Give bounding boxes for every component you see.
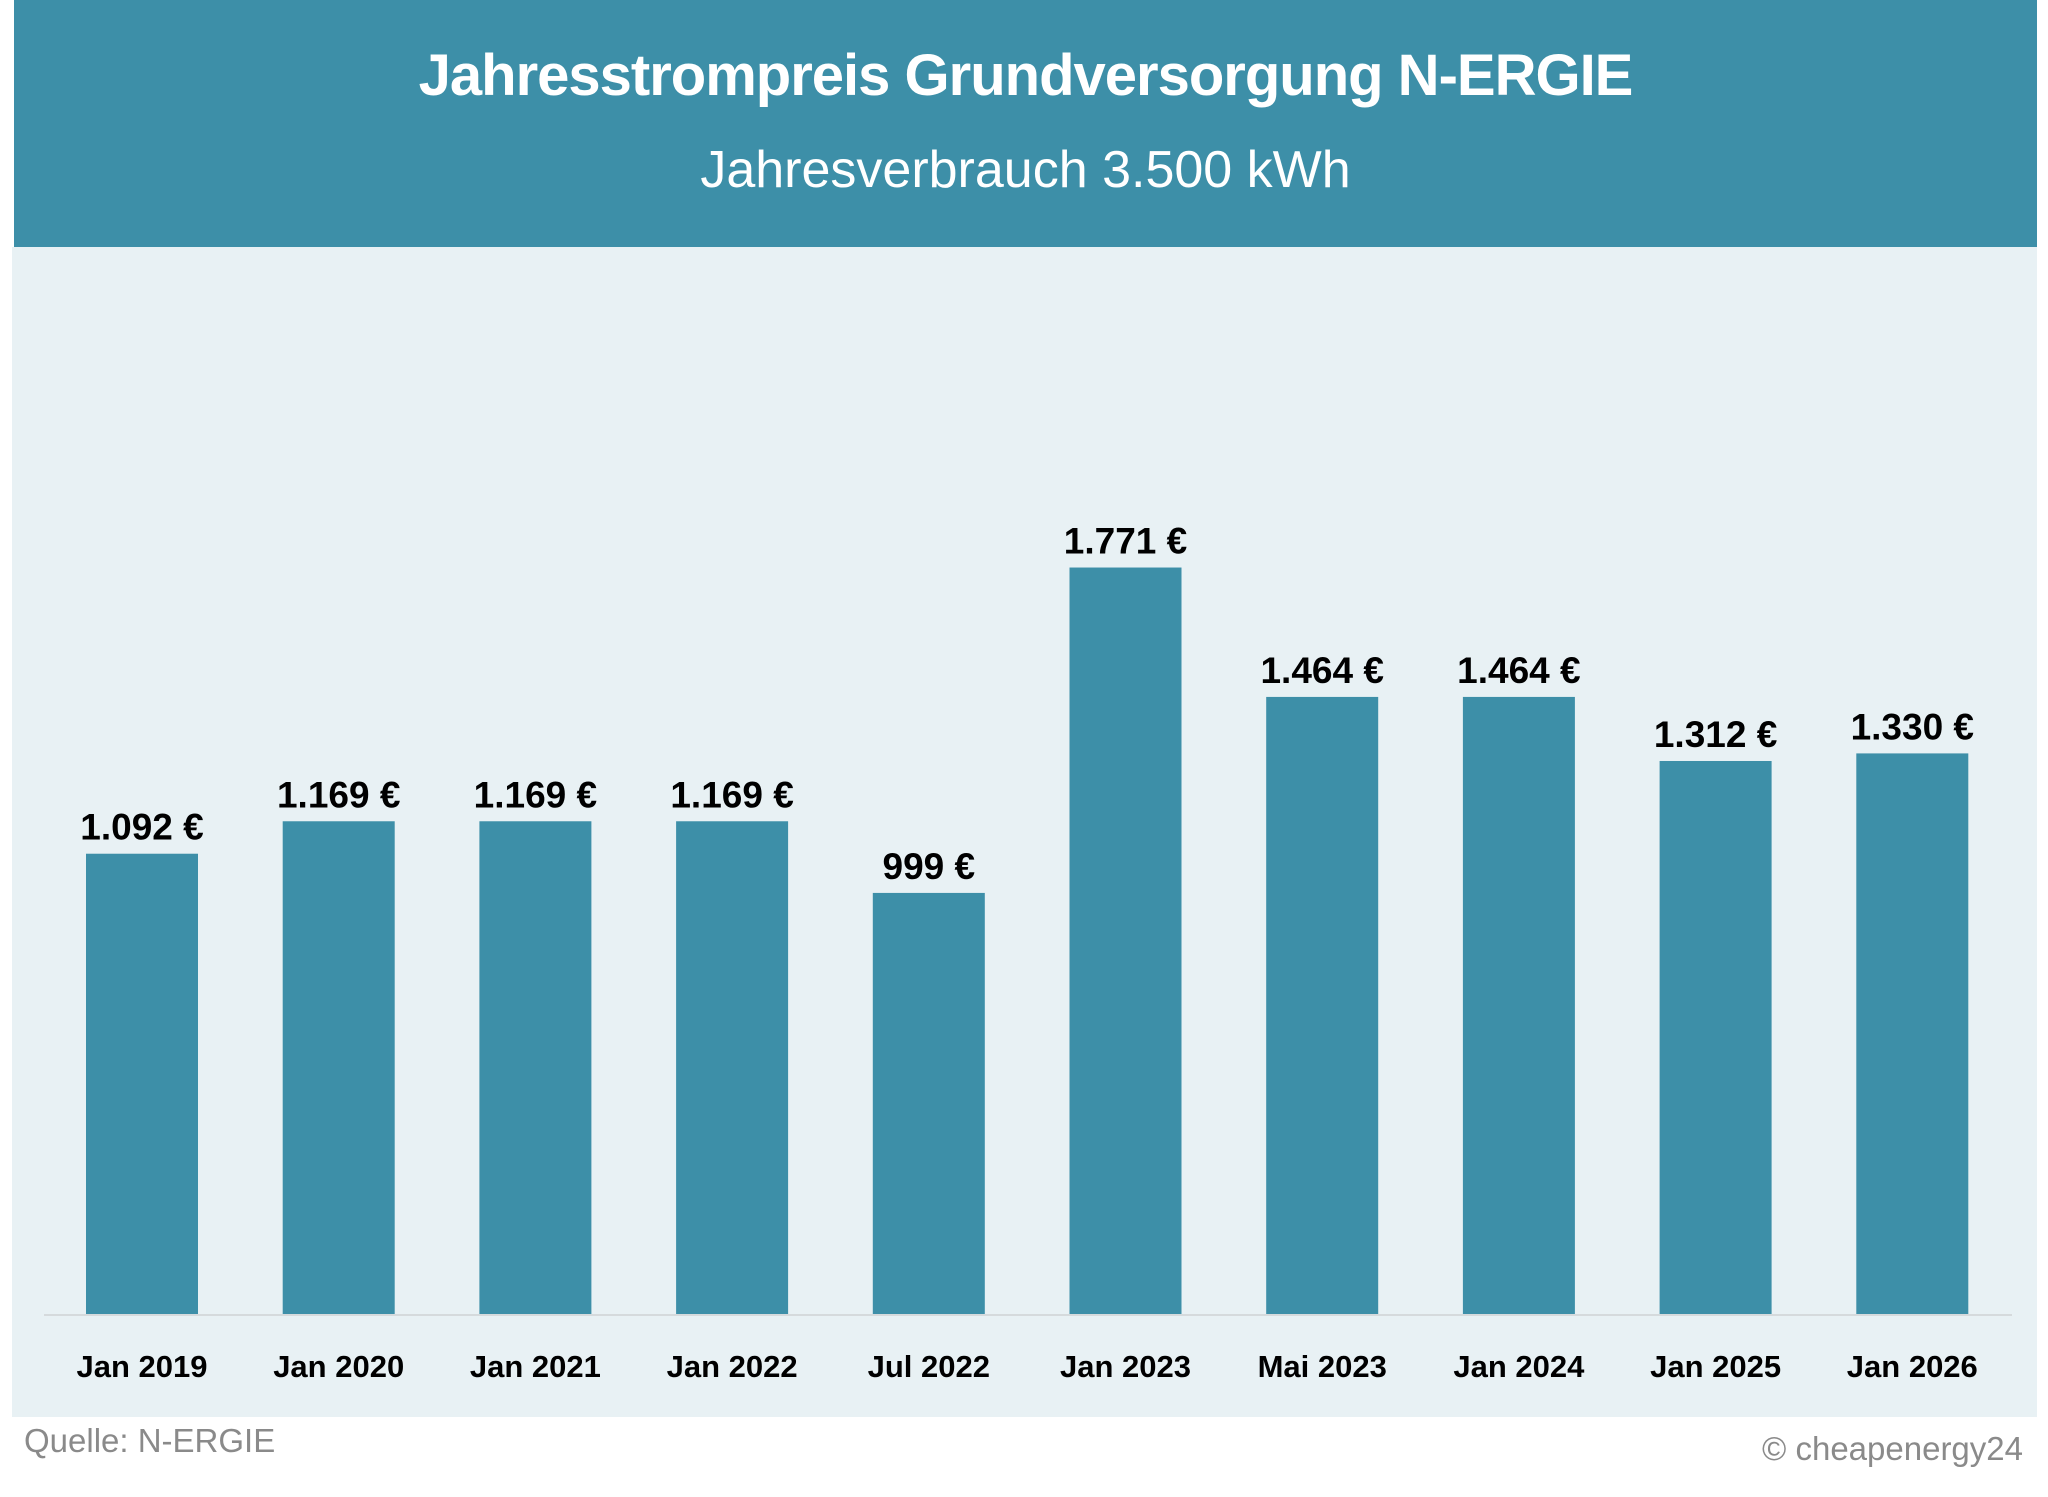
- chart-title: Jahresstrompreis Grundversorgung N-ERGIE: [418, 43, 1634, 108]
- x-tick-label: Jan 2019: [77, 1349, 208, 1384]
- x-tick-label: Jan 2022: [667, 1349, 798, 1384]
- chart-header: Jahresstrompreis Grundversorgung N-ERGIE…: [14, 0, 2037, 247]
- source-note: Quelle: N-ERGIE: [24, 1422, 276, 1459]
- x-tick-label: Jul 2022: [868, 1349, 990, 1384]
- data-label: 1.169 €: [474, 774, 597, 815]
- bar-jan-2022: [676, 821, 789, 1314]
- data-label: 1.330 €: [1851, 706, 1974, 747]
- data-label: 1.092 €: [80, 807, 203, 848]
- bar-jan-2025: [1659, 760, 1772, 1314]
- x-tick-label: Jan 2026: [1847, 1349, 1978, 1384]
- data-label: 1.464 €: [1260, 650, 1383, 691]
- bar-mai-2023: [1266, 696, 1379, 1314]
- x-tick-label: Jan 2020: [273, 1349, 404, 1384]
- x-tick-label: Jan 2021: [470, 1349, 601, 1384]
- chart-subtitle: Jahresverbrauch 3.500 kWh: [700, 141, 1351, 199]
- bar-jan-2026: [1856, 753, 1969, 1314]
- copyright-note: © cheapenergy24: [1761, 1430, 2023, 1467]
- data-label: 1.771 €: [1064, 521, 1187, 562]
- bar-jan-2021: [479, 821, 592, 1314]
- x-tick-label: Jan 2024: [1453, 1349, 1585, 1384]
- x-tick-label: Mai 2023: [1258, 1349, 1387, 1384]
- data-label: 1.312 €: [1654, 714, 1777, 755]
- bar-jan-2024: [1462, 696, 1575, 1314]
- x-tick-label: Jan 2025: [1650, 1349, 1781, 1384]
- bar-jan-2023: [1069, 567, 1182, 1314]
- data-label: 1.464 €: [1457, 650, 1580, 691]
- data-label: 1.169 €: [277, 774, 400, 815]
- bar-jul-2022: [872, 892, 985, 1314]
- data-label: 999 €: [883, 846, 976, 887]
- bar-jan-2020: [282, 821, 395, 1314]
- bar-jan-2019: [86, 853, 198, 1314]
- data-label: 1.169 €: [670, 774, 793, 815]
- x-tick-label: Jan 2023: [1060, 1349, 1191, 1384]
